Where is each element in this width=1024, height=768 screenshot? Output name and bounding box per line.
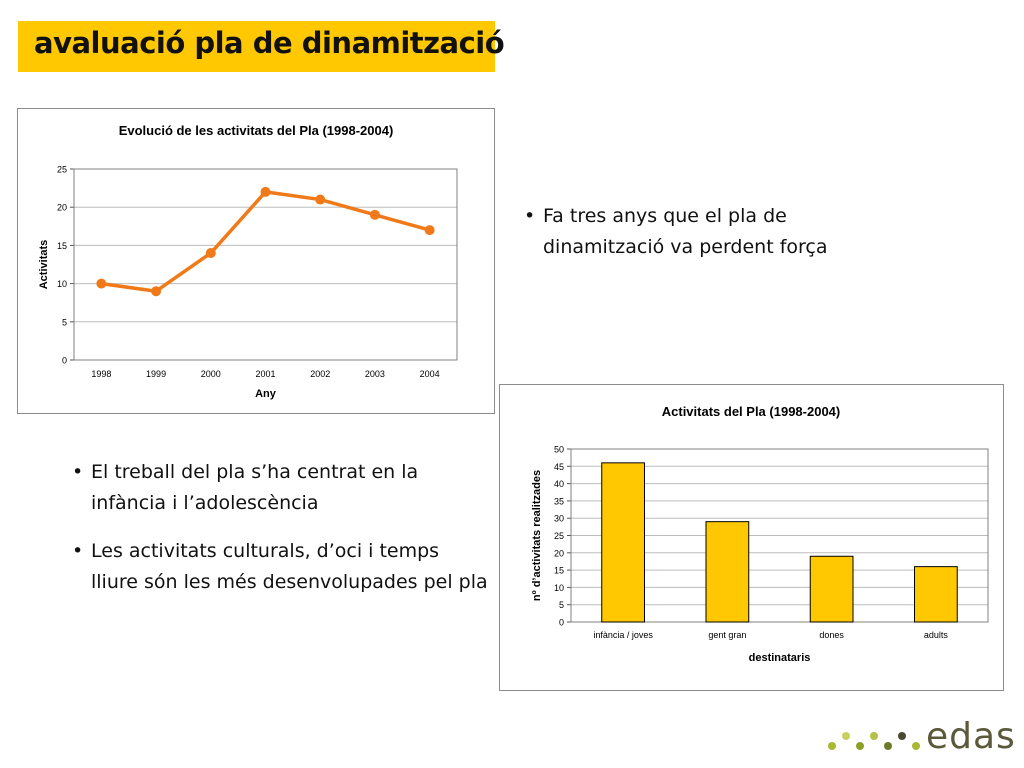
logo-dot-icon (870, 732, 878, 740)
y-tick-label: 40 (554, 479, 564, 489)
slide-title: avaluació pla de dinamització (34, 26, 505, 60)
y-tick-label: 5 (559, 600, 564, 610)
line-chart-panel: Evolució de les activitats del Pla (1998… (17, 108, 495, 414)
x-axis-label: Any (255, 388, 277, 400)
y-axis-label: Activitats (38, 240, 50, 290)
data-point (424, 225, 435, 236)
plot-area (73, 168, 458, 361)
x-tick-label: 2002 (310, 369, 330, 379)
y-tick-label: 50 (554, 445, 564, 455)
y-tick-label: 15 (57, 241, 67, 251)
y-tick-label: 10 (57, 279, 67, 289)
logo-dot-icon (898, 732, 906, 740)
x-tick-label: 2003 (365, 369, 385, 379)
title-banner: avaluació pla de dinamització (18, 21, 505, 72)
y-tick-label: 0 (62, 356, 67, 366)
plot-area (570, 448, 989, 623)
bar (705, 521, 750, 623)
y-tick-label: 30 (554, 514, 564, 524)
bullet-item: El treball del pla s’ha centrat en la in… (70, 457, 490, 519)
logo-text: edas (926, 716, 1016, 757)
chart-title: Evolució de les activitats del Pla (1998… (119, 123, 394, 138)
y-tick-label: 0 (559, 618, 564, 628)
bar (601, 462, 645, 623)
x-tick-label: 1999 (146, 369, 166, 379)
bullet-item: Fa tres anys que el pla de dinamització … (522, 201, 902, 263)
bar-chart: Activitats del Pla (1998-2004) 0 5 10 15 20 25… (531, 404, 989, 664)
data-point (369, 209, 380, 220)
line-chart: Evolució de les activitats del Pla (1998… (38, 123, 458, 400)
x-tick-label: infància / joves (593, 630, 653, 640)
bar (914, 566, 958, 623)
x-axis-label: destinataris (749, 652, 811, 664)
y-axis-label: nº d’activitats realitzades (531, 470, 543, 601)
x-tick-label: adults (924, 630, 949, 640)
edas-logo: edas (826, 716, 1016, 762)
y-tick-label: 15 (554, 566, 564, 576)
x-tick-label: 1998 (91, 369, 111, 379)
y-tick-label: 10 (554, 583, 564, 593)
logo-dot-icon (856, 742, 864, 750)
bullet-item: Les activitats culturals, d’oci i temps … (70, 536, 490, 598)
bullet-list-left: El treball del pla s’ha centrat en la in… (70, 457, 490, 598)
logo-dot-icon (828, 742, 836, 750)
x-tick-label: 2001 (255, 369, 275, 379)
data-point (96, 278, 107, 289)
bullet-list-top: Fa tres anys que el pla de dinamització … (522, 201, 902, 263)
y-tick-label: 45 (554, 462, 564, 472)
logo-dot-icon (912, 742, 920, 750)
x-tick-label: 2004 (420, 369, 440, 379)
y-tick-label: 20 (554, 548, 564, 558)
logo-dot-icon (884, 742, 892, 750)
y-tick-label: 35 (554, 496, 564, 506)
x-tick-label: gent gran (708, 630, 746, 640)
data-point (260, 186, 271, 197)
data-point (151, 286, 162, 297)
logo-dot-icon (842, 732, 850, 740)
y-tick-label: 25 (554, 531, 564, 541)
bar-chart-panel: Activitats del Pla (1998-2004) 0 5 10 15 20 25… (499, 384, 1004, 691)
bar (809, 555, 854, 623)
y-tick-label: 20 (57, 203, 67, 213)
y-tick-label: 5 (62, 317, 67, 327)
data-point (205, 248, 216, 259)
chart-title: Activitats del Pla (1998-2004) (662, 404, 840, 419)
data-point (315, 194, 326, 205)
y-tick-label: 25 (57, 165, 67, 175)
x-tick-label: dones (819, 630, 844, 640)
x-tick-label: 2000 (201, 369, 221, 379)
